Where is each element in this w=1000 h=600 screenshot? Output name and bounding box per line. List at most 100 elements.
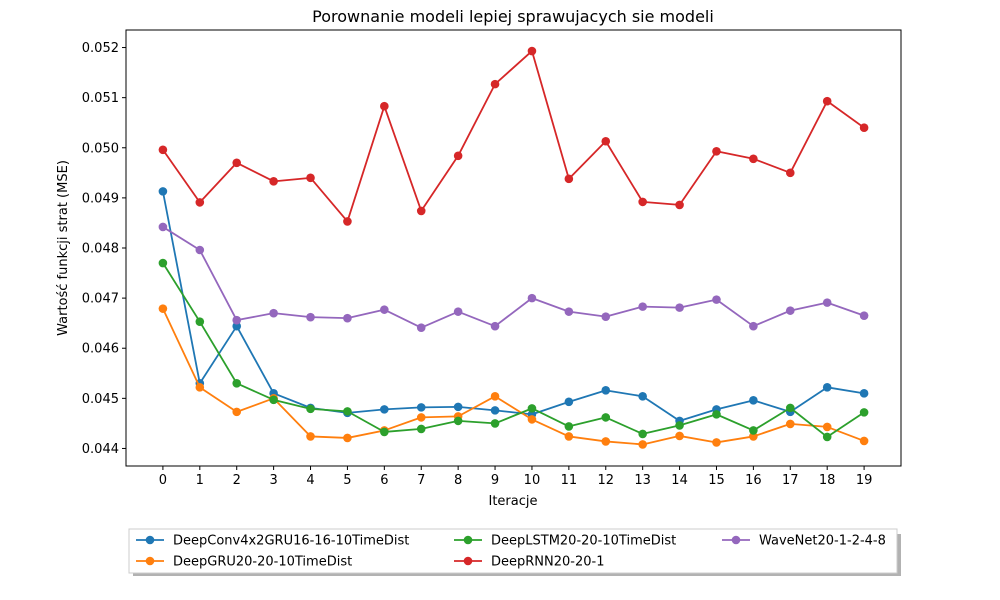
data-point <box>638 392 647 401</box>
data-point <box>453 416 463 426</box>
x-tick-label: 10 <box>524 473 541 488</box>
data-point <box>859 123 869 133</box>
data-point <box>490 406 500 415</box>
data-point <box>453 307 463 316</box>
x-tick-label: 1 <box>196 473 204 488</box>
data-point <box>564 432 574 441</box>
data-point <box>859 389 869 398</box>
legend-label: WaveNet20-1-2-4-8 <box>759 534 886 549</box>
data-point <box>380 427 389 437</box>
data-point <box>749 432 758 441</box>
series-line <box>162 308 865 446</box>
data-point <box>601 413 611 422</box>
plot-area-frame <box>125 29 902 467</box>
legend-label: DeepGRU20-20-10TimeDist <box>173 555 352 570</box>
series-2 <box>158 258 869 442</box>
data-point <box>232 315 242 325</box>
data-point <box>564 307 574 316</box>
data-point <box>564 174 574 184</box>
series-line <box>162 50 865 223</box>
data-point <box>712 295 721 304</box>
data-point <box>638 197 647 207</box>
data-point <box>785 403 795 413</box>
legend-marker <box>145 535 155 545</box>
x-tick-label: 18 <box>819 473 836 488</box>
data-point <box>195 198 205 207</box>
data-point <box>380 101 389 111</box>
data-point <box>527 293 537 303</box>
legend-label: DeepRNN20-20-1 <box>491 555 604 570</box>
data-point <box>343 433 352 443</box>
data-point <box>785 306 795 315</box>
data-point <box>638 302 647 311</box>
data-point <box>601 386 611 395</box>
data-point <box>749 321 758 331</box>
data-point <box>675 421 684 430</box>
data-point <box>859 311 869 320</box>
data-point <box>490 321 500 331</box>
data-point <box>416 323 426 332</box>
data-point <box>601 312 611 321</box>
data-point <box>749 426 758 435</box>
data-point <box>785 168 795 178</box>
data-point <box>306 312 315 322</box>
data-point <box>232 158 242 168</box>
data-point <box>490 392 500 401</box>
data-point <box>675 431 684 441</box>
legend-entry: DeepGRU20-20-10TimeDist <box>136 555 352 570</box>
series-3 <box>158 46 869 226</box>
data-point <box>638 440 647 449</box>
series-4 <box>158 222 869 332</box>
data-point <box>822 383 832 392</box>
data-point <box>195 245 205 255</box>
y-tick-label: 0.046 <box>82 342 119 357</box>
y-tick-label: 0.048 <box>82 242 119 257</box>
data-point <box>416 413 426 422</box>
legend-entry: DeepRNN20-20-1 <box>454 555 604 570</box>
y-tick-label: 0.051 <box>82 91 119 106</box>
x-tick-label: 15 <box>708 473 725 488</box>
series-lines <box>158 46 869 449</box>
legend: DeepConv4x2GRU16-16-10TimeDist DeepGRU20-… <box>128 528 901 576</box>
x-tick-label: 13 <box>634 473 651 488</box>
x-tick-label: 3 <box>269 473 277 488</box>
data-point <box>306 432 315 441</box>
data-point <box>453 402 463 412</box>
x-tick-label: 16 <box>745 473 762 488</box>
data-point <box>712 146 721 156</box>
data-point <box>158 222 168 232</box>
data-point <box>675 200 684 210</box>
x-tick-label: 2 <box>233 473 241 488</box>
data-point <box>490 419 500 428</box>
y-tick-label: 0.044 <box>82 442 119 457</box>
data-point <box>527 46 537 56</box>
x-tick-label: 12 <box>597 473 614 488</box>
data-point <box>380 305 389 314</box>
legend-label: DeepConv4x2GRU16-16-10TimeDist <box>173 534 409 549</box>
data-point <box>859 436 869 446</box>
y-tick-label: 0.049 <box>82 191 119 206</box>
series-line <box>162 262 865 438</box>
data-point <box>638 429 647 439</box>
y-tick-label: 0.045 <box>82 392 119 407</box>
data-point <box>785 419 795 429</box>
series-0 <box>158 187 869 426</box>
data-point <box>749 396 758 405</box>
data-point <box>416 424 426 434</box>
y-axis-label: Wartość funkcji strat (MSE) <box>56 160 71 336</box>
data-point <box>416 206 426 216</box>
data-point <box>232 407 242 417</box>
data-point <box>490 79 500 89</box>
data-point <box>195 383 205 392</box>
data-point <box>306 404 315 414</box>
series-line <box>162 226 865 329</box>
data-point <box>601 437 611 446</box>
data-point <box>269 308 278 318</box>
x-tick-label: 9 <box>491 473 499 488</box>
legend-box <box>128 528 898 574</box>
data-point <box>158 258 168 268</box>
data-point <box>564 397 574 407</box>
data-point <box>859 408 869 417</box>
data-point <box>822 432 832 442</box>
